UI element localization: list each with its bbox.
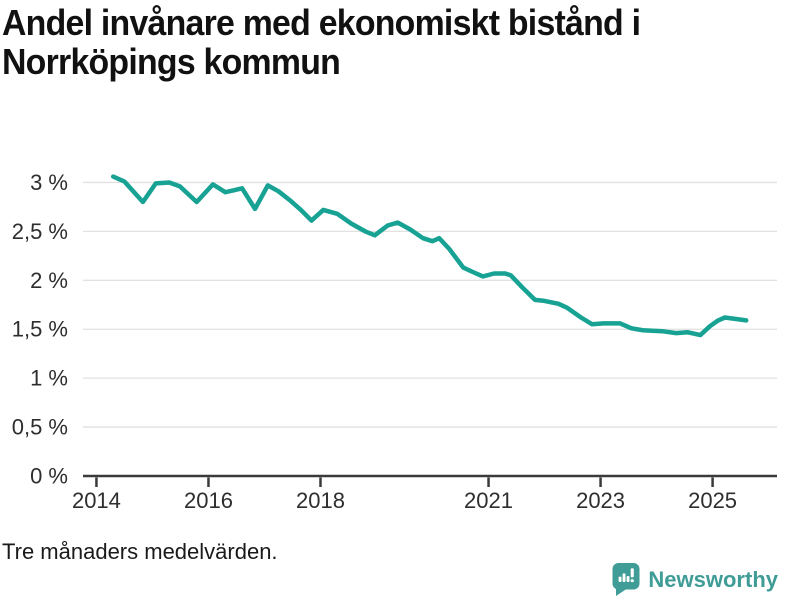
x-axis-tick-label: 2018 bbox=[296, 488, 345, 513]
data-series-line bbox=[110, 174, 749, 338]
newsworthy-wordmark: Newsworthy bbox=[648, 566, 778, 592]
x-axis-tick-label: 2021 bbox=[464, 488, 513, 513]
x-axis-tick-label: 2016 bbox=[184, 488, 233, 513]
y-axis-tick-label: 2,5 % bbox=[12, 219, 68, 244]
y-axis-tick-label: 1 % bbox=[30, 366, 68, 391]
newsworthy-logo: Newsworthy bbox=[612, 562, 778, 597]
y-axis-tick-label: 2 % bbox=[30, 268, 68, 293]
y-axis-tick-label: 0,5 % bbox=[12, 415, 68, 440]
chart-footnote: Tre månaders medelvärden. bbox=[2, 539, 278, 564]
x-axis-tick-label: 2025 bbox=[688, 488, 737, 513]
y-axis-tick-label: 0 % bbox=[30, 464, 68, 489]
x-axis-tick-label: 2014 bbox=[72, 488, 121, 513]
y-axis-tick-label: 3 % bbox=[30, 170, 68, 195]
newsworthy-icon bbox=[612, 563, 640, 596]
title-line-2: Norrköpings kommun bbox=[2, 41, 341, 82]
y-axis-tick-label: 1,5 % bbox=[12, 317, 68, 342]
x-axis-tick-label: 2023 bbox=[576, 488, 625, 513]
title-line-1: Andel invånare med ekonomiskt bistånd i bbox=[2, 2, 641, 43]
